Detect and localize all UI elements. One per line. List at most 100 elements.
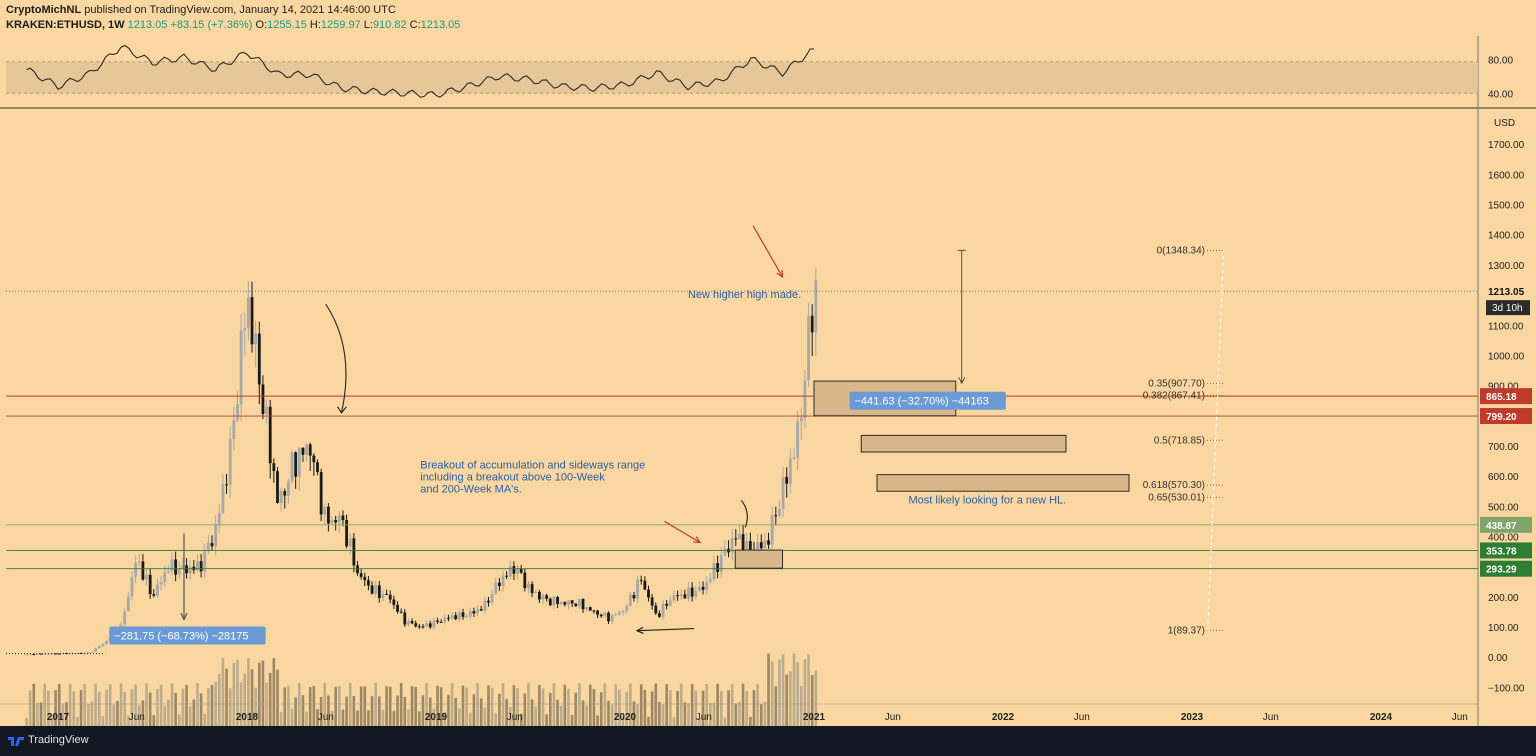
volume-bar xyxy=(592,689,596,726)
volume-bar xyxy=(559,705,563,726)
annotation-text[interactable]: Most likely looking for a new HL. xyxy=(909,494,1067,506)
small-curved-arrow-icon[interactable] xyxy=(740,499,748,528)
candle-body xyxy=(741,534,745,554)
support-zone[interactable] xyxy=(734,549,783,569)
fib-trend-line[interactable] xyxy=(1207,250,1224,631)
volume-bar xyxy=(54,690,57,726)
volume-bar xyxy=(439,687,443,726)
volume-bar xyxy=(705,683,708,726)
volume-bar xyxy=(319,697,323,726)
volume-bar xyxy=(585,705,588,726)
price-axis[interactable]: 80.00 40.00 USD 1700.00 1600.00 1500.00 1400.0… xyxy=(1480,55,1532,694)
candle-body xyxy=(156,584,159,596)
volume-bar xyxy=(563,684,567,726)
support-zone[interactable] xyxy=(860,434,1067,453)
volume-bar xyxy=(443,711,447,726)
annotation-text[interactable]: Breakout of accumulation and sideways ra… xyxy=(420,460,645,472)
time-axis[interactable]: 2017 Jun 2018 Jun 2019 Jun 2020 Jun 2021 Jun 2022 J… xyxy=(0,703,1478,723)
volume-bar xyxy=(279,712,283,726)
price-chart[interactable]: 80.00 40.00 USD 1700.00 1600.00 1500.00 1400.0… xyxy=(0,36,1536,726)
candle-body xyxy=(432,620,436,628)
volume-bar xyxy=(738,702,741,726)
symbol-label[interactable]: KRAKEN:ETHUSD, 1W xyxy=(6,19,125,31)
red-arrow-icon[interactable] xyxy=(664,520,701,544)
volume-bar xyxy=(465,687,468,726)
candle-body xyxy=(577,598,581,607)
tradingview-logo-icon[interactable] xyxy=(8,735,24,747)
candle-body xyxy=(363,576,367,581)
candle-body xyxy=(32,654,36,656)
volume-bar xyxy=(327,695,330,726)
open-value: 1255.15 xyxy=(267,19,307,31)
candle-body xyxy=(647,589,650,598)
drawings-layer: 0(1348.34) 0.35(907.70)0.382(867.41) 0.5(7… xyxy=(6,225,1478,655)
red-arrow-icon[interactable] xyxy=(752,225,784,278)
volume-bar xyxy=(428,697,432,726)
price-tick-label: 1600.00 xyxy=(1488,170,1525,181)
candle-body xyxy=(265,406,268,415)
volume-bar xyxy=(432,708,436,726)
candle-body xyxy=(421,626,425,628)
annotation-text[interactable]: including a breakout above 100-Week xyxy=(420,472,605,484)
candle-body xyxy=(548,598,552,606)
volume-bar xyxy=(661,703,665,726)
volume-bar xyxy=(548,693,552,726)
candle-body xyxy=(457,612,461,620)
measurement-label-box[interactable] xyxy=(849,391,1006,410)
candle-body xyxy=(810,315,814,333)
author-name[interactable]: CryptoMichNL xyxy=(6,4,82,16)
footer-bar: TradingView xyxy=(0,726,1536,756)
candle-body xyxy=(712,563,716,580)
candle-body xyxy=(337,515,341,523)
candle-body xyxy=(428,623,432,628)
candle-body xyxy=(407,621,410,625)
volume-bar xyxy=(505,698,508,726)
candle-body xyxy=(97,646,101,649)
volume-bar xyxy=(181,688,185,726)
volume-bar xyxy=(650,691,654,726)
candle-body xyxy=(479,609,483,611)
volume-bar xyxy=(763,701,767,726)
last-price-tag[interactable] xyxy=(1480,283,1532,300)
candle-body xyxy=(596,610,599,615)
candle-body xyxy=(447,617,450,619)
left-arrow-icon[interactable] xyxy=(636,627,695,632)
candle-body xyxy=(523,572,527,589)
curved-arrow-icon[interactable] xyxy=(325,303,347,413)
support-zone[interactable] xyxy=(876,474,1130,492)
volume-bar xyxy=(749,716,752,726)
volume-bar xyxy=(712,702,716,726)
candle-body xyxy=(658,613,661,617)
volume-bar xyxy=(370,696,374,726)
measurement-label-box[interactable] xyxy=(109,626,266,645)
volume-bar xyxy=(803,659,807,726)
volume-bar xyxy=(261,660,265,726)
candle-body xyxy=(170,559,174,572)
annotation-text[interactable]: and 200-Week MA's. xyxy=(420,484,522,496)
candle-body xyxy=(472,611,476,614)
volume-bar xyxy=(781,654,785,726)
time-tick-label: 2019 xyxy=(425,712,448,723)
candle-body xyxy=(385,593,389,595)
candle-body xyxy=(159,581,163,585)
volume-bar xyxy=(97,691,101,726)
candle-body xyxy=(152,594,156,596)
volume-bar xyxy=(654,683,658,726)
volume-bar xyxy=(414,686,418,726)
brand-label[interactable]: TradingView xyxy=(28,734,89,746)
volume-bar xyxy=(508,707,512,726)
price-tick-label: 1100.00 xyxy=(1488,321,1524,332)
price-tick-label: 900.00 xyxy=(1488,382,1519,393)
volume-bar xyxy=(639,684,643,726)
candle-body xyxy=(541,595,545,600)
candle-body xyxy=(68,653,72,655)
level-price-label: 293.29 xyxy=(1486,565,1517,576)
volume-bar xyxy=(177,714,181,726)
annotation-text[interactable]: New higher high made. xyxy=(688,289,801,301)
volume-bar xyxy=(425,683,428,726)
candle-body xyxy=(410,621,414,624)
volume-bar xyxy=(207,688,210,726)
volume-bar xyxy=(658,701,661,726)
volume-bar xyxy=(254,687,257,726)
candle-body xyxy=(454,615,458,620)
